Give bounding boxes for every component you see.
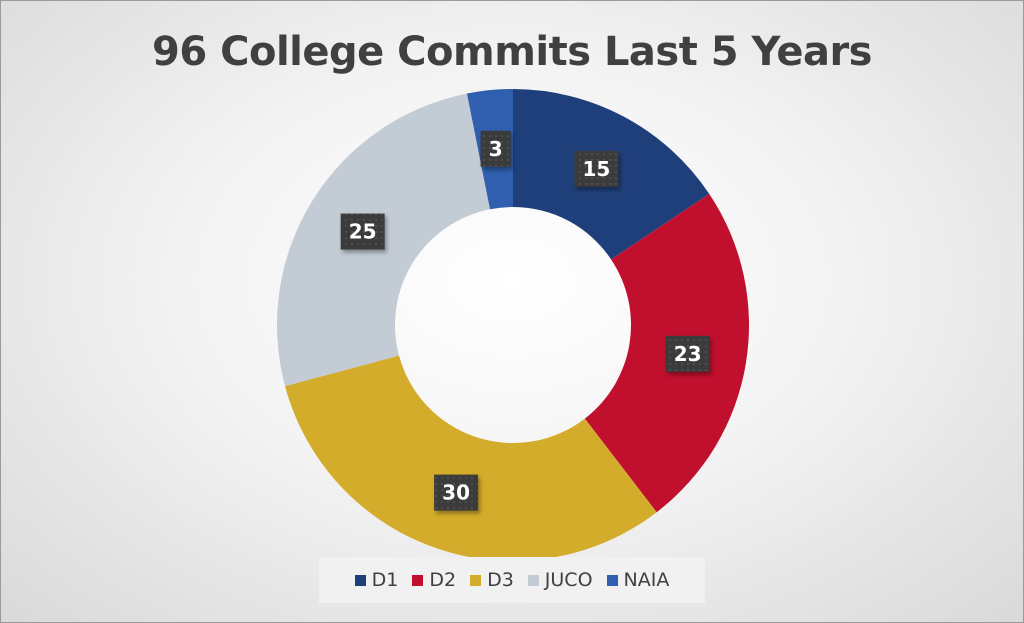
slice-d3 <box>285 355 657 561</box>
legend-swatch <box>606 574 618 586</box>
legend-swatch <box>412 574 424 586</box>
data-label-d2: 23 <box>665 335 710 372</box>
legend-item-juco: JUCO <box>527 569 593 591</box>
legend-label: JUCO <box>544 569 593 591</box>
legend-item-d3: D3 <box>470 569 514 591</box>
legend-label: D1 <box>371 569 399 591</box>
legend-item-naia: NAIA <box>606 569 670 591</box>
svg-text:23: 23 <box>674 342 702 366</box>
data-label-d3: 30 <box>434 474 479 511</box>
legend-item-d1: D1 <box>354 569 399 591</box>
chart-title: 96 College Commits Last 5 Years <box>152 29 872 75</box>
legend-swatch <box>527 574 539 586</box>
data-label-juco: 25 <box>340 213 385 250</box>
chart-legend: D1 D2 D3 JUCO NAIA <box>319 557 705 603</box>
svg-text:25: 25 <box>349 220 377 244</box>
legend-label: NAIA <box>623 569 670 591</box>
svg-text:3: 3 <box>489 137 503 161</box>
legend-item-d2: D2 <box>412 569 456 591</box>
data-label-d1: 15 <box>574 150 619 187</box>
legend-label: D3 <box>487 569 514 591</box>
legend-label: D2 <box>429 569 457 591</box>
legend-swatch <box>354 574 366 586</box>
svg-text:15: 15 <box>583 157 611 181</box>
legend-swatch <box>470 574 482 586</box>
data-label-naia: 3 <box>480 130 511 167</box>
svg-text:30: 30 <box>442 481 470 505</box>
